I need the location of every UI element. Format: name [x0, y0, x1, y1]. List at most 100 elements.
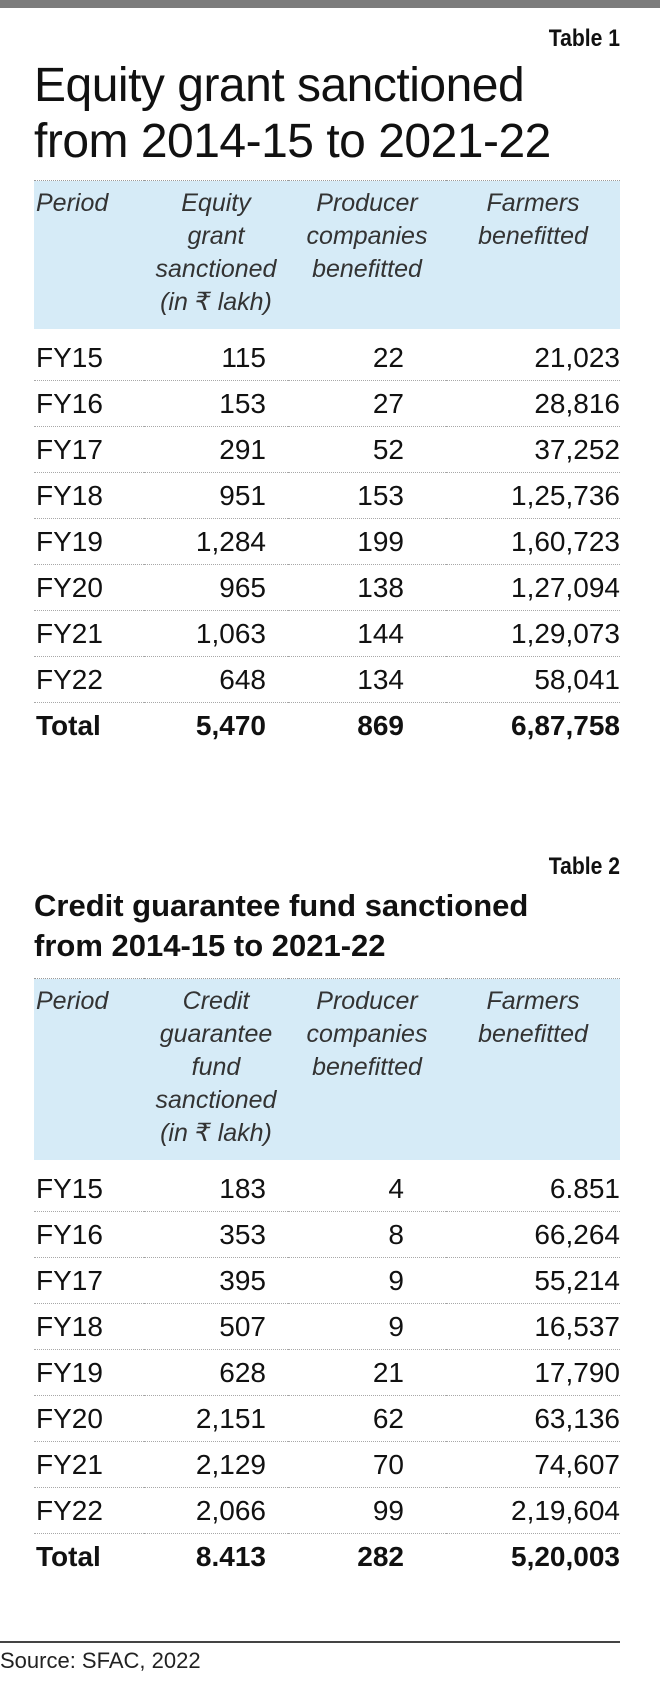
table-row: FY19 628 21 17,790	[34, 1349, 620, 1396]
table-1-header-text: (in ₹ lakh)	[160, 288, 272, 316]
table-1-header-text: Farmers	[486, 189, 580, 217]
table-1-title-line-1: Equity grant sanctioned	[34, 59, 525, 112]
table-1-header-text: Producer	[316, 189, 418, 217]
table-2-header: Period Credit guarantee fund sanctioned (in ₹…	[34, 978, 620, 1160]
source-divider	[0, 1641, 620, 1643]
value-cell: 70	[288, 1441, 446, 1488]
table-1-title: Equity grant sanctioned from 2014-15 to …	[34, 58, 620, 170]
period-cell: FY21	[34, 1441, 144, 1488]
value-cell: 199	[288, 518, 446, 565]
value-cell: 66,264	[446, 1211, 620, 1258]
table-1-header-text: grant	[187, 222, 245, 250]
period-cell: FY21	[34, 610, 144, 657]
table-1-header-text: sanctioned	[155, 255, 277, 283]
table-2-header-text: Farmers	[486, 987, 580, 1015]
table-1-header-text: benefitted	[312, 255, 422, 283]
period-cell: FY20	[34, 1395, 144, 1442]
value-cell: 153	[288, 472, 446, 519]
table-2-header-cell: Credit guarantee fund sanctioned (in ₹ lakh)	[144, 978, 288, 1160]
value-cell: 17,790	[446, 1349, 620, 1396]
value-cell: 1,25,736	[446, 472, 620, 519]
table-1-header-cell: Farmers benefitted	[446, 180, 620, 329]
value-cell: 1,29,073	[446, 610, 620, 657]
value-cell: 28,816	[446, 380, 620, 427]
value-cell: 1,284	[144, 518, 288, 565]
table-row: FY17 291 52 37,252	[34, 426, 620, 473]
value-cell: 869	[288, 702, 446, 748]
table-1-header-text: Period	[36, 189, 109, 217]
table-1-header-text: Equity	[181, 189, 251, 217]
period-cell: FY22	[34, 1487, 144, 1534]
table-1-header-cell: Producer companies benefitted	[288, 180, 446, 329]
period-cell: FY19	[34, 518, 144, 565]
value-cell: 134	[288, 656, 446, 703]
value-cell: 21,023	[534, 342, 620, 373]
value-cell: 138	[288, 564, 446, 611]
table-2-header-cell: Period	[34, 978, 144, 1160]
table-2-header-text: Producer	[316, 987, 418, 1015]
table-2-header-row: Period Credit guarantee fund sanctioned (in ₹…	[34, 978, 620, 1160]
table-row: FY16 153 27 28,816	[34, 380, 620, 427]
value-cell: 55,214	[446, 1257, 620, 1304]
table-row: FY18 507 9 16,537	[34, 1303, 620, 1350]
table-2-header-cell: Farmers benefitted	[446, 978, 620, 1160]
table-2-header-text: fund	[191, 1053, 241, 1081]
period-cell: FY22	[34, 656, 144, 703]
value-cell: 4	[388, 1173, 404, 1204]
table-2-header-cell: Producer companies benefitted	[288, 978, 446, 1160]
value-cell: 22	[372, 342, 404, 373]
table-2-body: FY15 183 4 6.851 FY16 353 8 66,264 FY17 395 9 55,21…	[34, 1160, 620, 1579]
value-cell: 9	[288, 1303, 446, 1350]
table-2-header-text: benefitted	[312, 1053, 422, 1081]
table-2-total-row: Total 8.413 282 5,20,003	[34, 1533, 620, 1579]
period-cell: FY15	[36, 342, 103, 373]
value-cell: 1,60,723	[446, 518, 620, 565]
table-2-header-text: Period	[36, 987, 109, 1015]
period-cell: FY19	[34, 1349, 144, 1396]
value-cell: 115	[221, 342, 266, 373]
table-1: Table 1 Equity grant sanctioned from 201…	[34, 22, 620, 748]
table-row: FY19 1,284 199 1,60,723	[34, 518, 620, 565]
value-cell: 153	[144, 380, 288, 427]
value-cell: 21	[288, 1349, 446, 1396]
value-cell: 6.851	[549, 1173, 620, 1204]
table-1-tag: Table 1	[548, 25, 620, 52]
table-2-header-text: (in ₹ lakh)	[160, 1119, 272, 1147]
period-cell: Total	[34, 702, 144, 748]
value-cell: 353	[144, 1211, 288, 1258]
period-cell: FY17	[34, 426, 144, 473]
top-bar	[0, 0, 660, 8]
table-2: Table 2 Credit guarantee fund sanctioned…	[34, 850, 620, 1579]
table-2-grid: Period Credit guarantee fund sanctioned (in ₹…	[34, 978, 620, 1579]
table-row: FY20 965 138 1,27,094	[34, 564, 620, 611]
value-cell: 507	[144, 1303, 288, 1350]
value-cell: 2,19,604	[446, 1487, 620, 1534]
table-2-tag: Table 2	[548, 853, 620, 880]
table-1-grid: Period Equity grant sanctioned (in ₹ lakh) Pr…	[34, 180, 620, 748]
table-row: FY16 353 8 66,264	[34, 1211, 620, 1258]
period-cell: Total	[34, 1533, 144, 1579]
period-cell: FY18	[34, 472, 144, 519]
value-cell: 2,151	[144, 1395, 288, 1442]
value-cell: 27	[288, 380, 446, 427]
table-row: FY20 2,151 62 63,136	[34, 1395, 620, 1442]
value-cell: 9	[288, 1257, 446, 1304]
value-cell: 6,87,758	[446, 702, 620, 748]
table-2-title-line-1: Credit guarantee fund sanctioned	[34, 888, 529, 923]
value-cell: 5,20,003	[446, 1533, 620, 1579]
value-cell: 52	[288, 426, 446, 473]
value-cell: 2,066	[144, 1487, 288, 1534]
period-cell: FY15	[36, 1173, 103, 1204]
value-cell: 282	[288, 1533, 446, 1579]
table-row: FY15 183 4 6.851	[34, 1160, 620, 1212]
value-cell: 99	[288, 1487, 446, 1534]
value-cell: 648	[144, 656, 288, 703]
table-1-body: FY15 115 22 21,023 FY16 153 27 28,816 FY17 291 52 3…	[34, 329, 620, 748]
table-1-total-row: Total 5,470 869 6,87,758	[34, 702, 620, 748]
table-row: FY18 951 153 1,25,736	[34, 472, 620, 519]
table-1-header-text: companies	[306, 222, 428, 250]
value-cell: 628	[144, 1349, 288, 1396]
table-row: FY21 1,063 144 1,29,073	[34, 610, 620, 657]
table-1-title-line-2: from 2014-15 to 2021-22	[34, 115, 551, 168]
table-row: FY22 2,066 99 2,19,604	[34, 1487, 620, 1534]
